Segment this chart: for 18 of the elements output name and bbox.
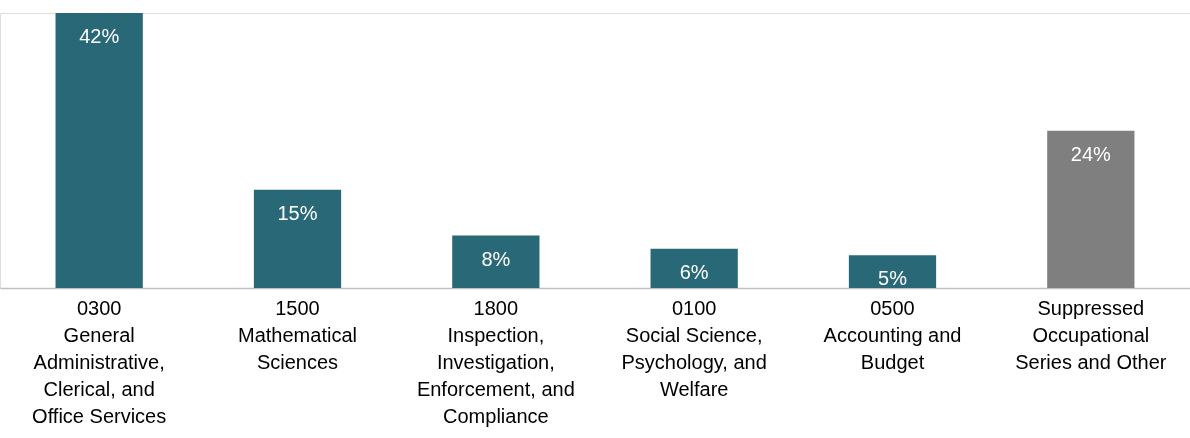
x-tick-label: 0300 General Administrative, Clerical, and Office Services xyxy=(32,296,167,427)
data-label: 15% xyxy=(277,201,318,224)
bar xyxy=(253,189,342,288)
bar xyxy=(55,13,143,288)
data-label: 24% xyxy=(1070,142,1112,165)
bar xyxy=(650,248,738,288)
bar xyxy=(1047,130,1135,288)
data-label: 6% xyxy=(679,260,709,283)
bar xyxy=(848,255,937,288)
x-tick-label: 1800 Inspection, Investigation, Enforcement, and Compliance xyxy=(416,296,575,427)
x-tick-label: 0100 Social Science, Psychology, and Welfare xyxy=(621,296,767,400)
x-tick-label: 1500 Mathematical Sciences xyxy=(238,296,357,373)
x-tick-label: Suppressed Occupational Series and Other xyxy=(1015,296,1167,373)
data-label: 5% xyxy=(878,267,908,290)
data-label: 8% xyxy=(481,247,511,270)
data-label: 42% xyxy=(79,25,120,47)
x-tick-label: 0500 Accounting and Budget xyxy=(823,296,962,373)
bar xyxy=(452,235,540,288)
